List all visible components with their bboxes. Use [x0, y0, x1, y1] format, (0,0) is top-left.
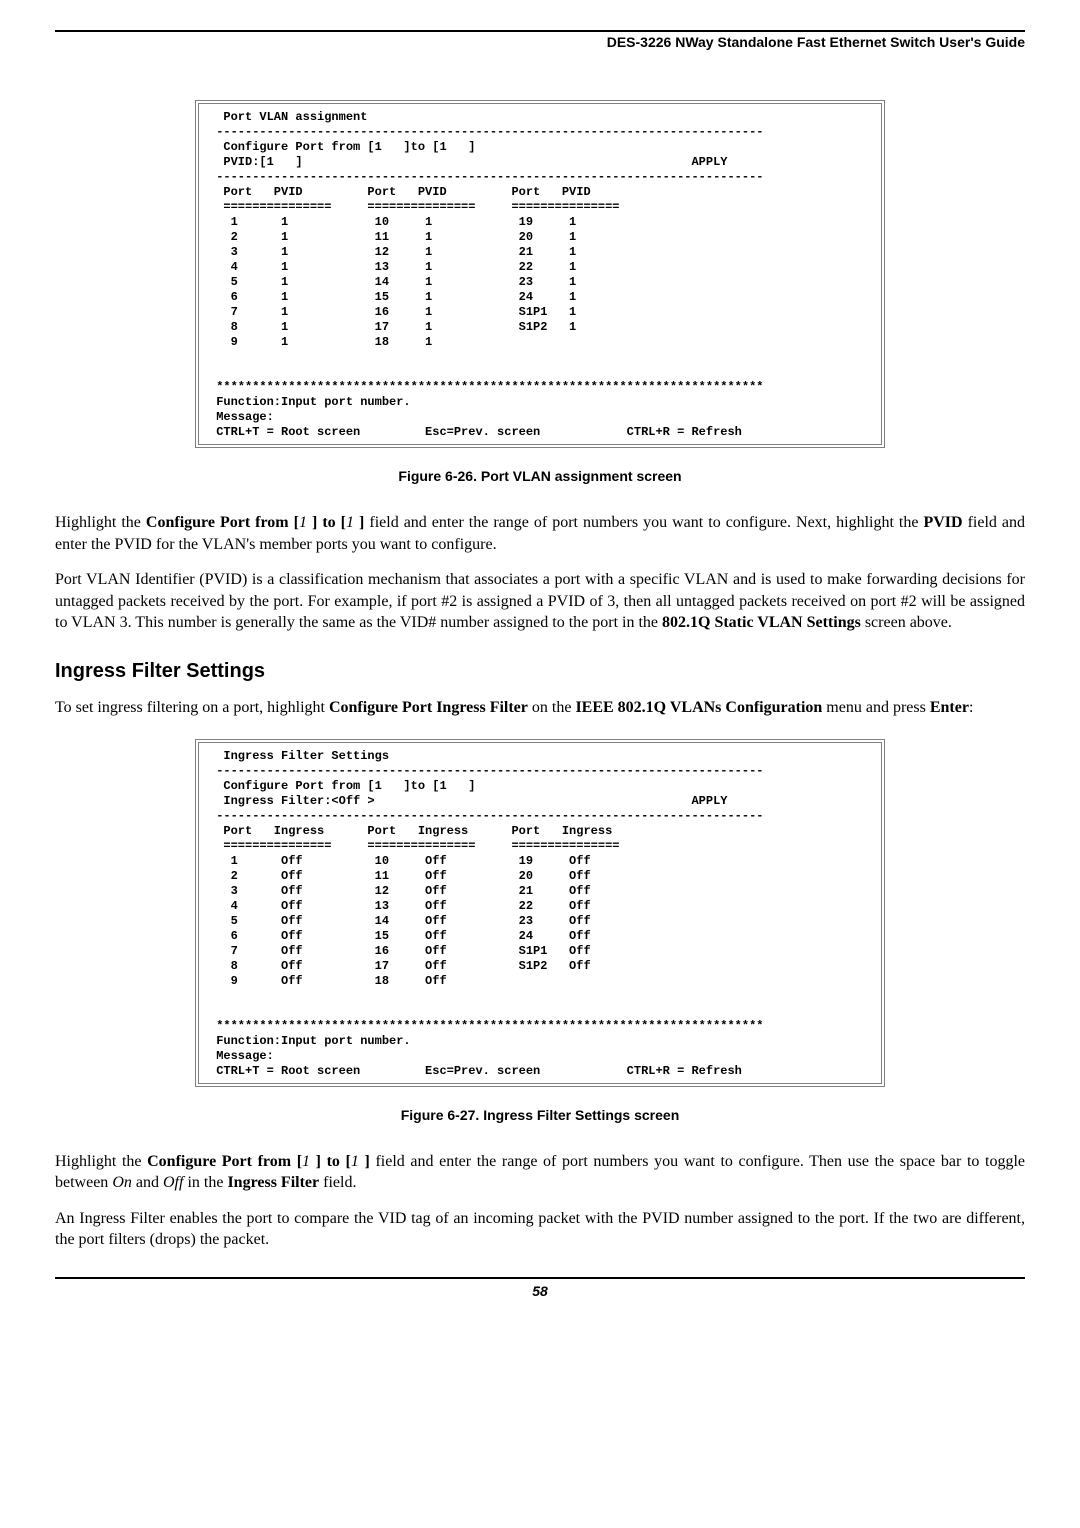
paragraph-1: Highlight the Configure Port from [1 ] t…: [55, 512, 1025, 555]
terminal-ingress-filter: Ingress Filter Settings ----------------…: [195, 739, 885, 1087]
paragraph-4: Highlight the Configure Port from [1 ] t…: [55, 1151, 1025, 1194]
paragraph-5: An Ingress Filter enables the port to co…: [55, 1208, 1025, 1251]
header-rule: [55, 30, 1025, 32]
page-number: 58: [55, 1283, 1025, 1299]
terminal-port-vlan: Port VLAN assignment -------------------…: [195, 100, 885, 448]
page-header: DES-3226 NWay Standalone Fast Ethernet S…: [55, 34, 1025, 50]
figure-caption-1: Figure 6-26. Port VLAN assignment screen: [55, 468, 1025, 484]
document-page: DES-3226 NWay Standalone Fast Ethernet S…: [0, 0, 1080, 1329]
section-heading-ingress: Ingress Filter Settings: [55, 660, 1025, 683]
paragraph-3: To set ingress filtering on a port, high…: [55, 697, 1025, 719]
paragraph-2: Port VLAN Identifier (PVID) is a classif…: [55, 569, 1025, 634]
footer-rule: [55, 1277, 1025, 1279]
figure-caption-2: Figure 6-27. Ingress Filter Settings scr…: [55, 1107, 1025, 1123]
